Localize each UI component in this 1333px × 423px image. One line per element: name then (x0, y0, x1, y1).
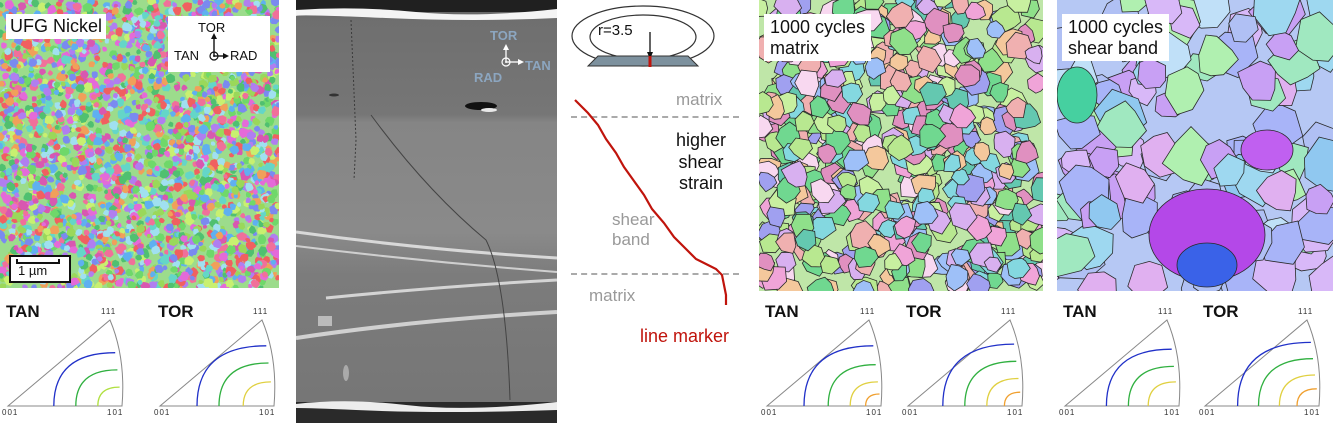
pole-figure-contour (1257, 358, 1314, 407)
axis-label-tan: TAN (174, 48, 200, 63)
pole-label-101: 101 (259, 408, 276, 417)
panel4-title-line2: shear band (1068, 37, 1159, 58)
pole-figure-title: TAN (1063, 302, 1097, 321)
pole-label-101: 101 (866, 408, 883, 417)
pole-figure-title: TAN (6, 302, 40, 321)
label-shear-band: shear band (612, 210, 655, 249)
pole-figure-contour (53, 352, 116, 407)
pole-label-001: 001 (902, 408, 919, 417)
pole-label-101: 101 (1164, 408, 1181, 417)
pole-label-101: 101 (1304, 408, 1321, 417)
sample-schematic-icon (571, 5, 715, 67)
radius-label: r=3.5 (598, 22, 633, 39)
pole-label-111: 111 (1001, 307, 1017, 316)
dashed-line-bottom (571, 273, 739, 275)
panel4-title-line1: 1000 cycles (1068, 17, 1164, 37)
scale-bar-label: 1 µm (18, 263, 48, 278)
inverse-pole-figure-triangle (765, 319, 883, 407)
pole-figure-contour (986, 377, 1019, 407)
pole-label-111: 111 (253, 307, 269, 316)
pole-figure: TOR 111 001 101 (1197, 298, 1332, 423)
label-higher-shear-strain: higher shear strain (675, 130, 727, 194)
axis-label-tor: TOR (198, 20, 226, 35)
panel1-axes-box: TOR TAN RAD (168, 16, 270, 72)
pole-figure-contour (218, 362, 269, 407)
inverse-pole-figure-triangle (158, 319, 276, 407)
inverse-pole-figure-triangle (6, 319, 124, 407)
sem-image (296, 0, 557, 423)
pole-figure-contour (97, 386, 120, 407)
pole-figure-contour (1278, 374, 1316, 407)
scale-bar-box (9, 255, 71, 283)
pole-figure-contour (1236, 341, 1311, 407)
pole-figure-contour (827, 364, 876, 407)
pole-label-001: 001 (154, 408, 171, 417)
pole-label-001: 001 (1059, 408, 1076, 417)
pole-label-111: 111 (1298, 307, 1314, 316)
pole-label-101: 101 (107, 408, 124, 417)
pole-figure-contour (1127, 365, 1174, 407)
pole-figure: TOR 111 001 101 (152, 298, 287, 423)
pole-figure-title: TOR (1203, 302, 1239, 321)
pole-label-111: 111 (101, 307, 117, 316)
pole-figure: TAN 111 001 101 (759, 298, 894, 423)
panel3-title: 1000 cycles matrix (764, 14, 872, 62)
pole-label-001: 001 (761, 408, 778, 417)
label-line-marker: line marker (640, 326, 730, 346)
pole-figure-contour (942, 343, 1015, 407)
pole-figure-contour (849, 381, 878, 407)
grain-map-medium (759, 0, 1043, 291)
pole-figure-contour (1296, 388, 1317, 407)
pole-figure-contour (964, 360, 1017, 407)
sem-axis-arrows-icon (501, 44, 524, 67)
pole-label-001: 001 (2, 408, 19, 417)
inverse-pole-figure-triangle (906, 319, 1024, 407)
axis-arrows-icon (209, 33, 229, 61)
pole-label-111: 111 (1158, 307, 1174, 316)
pole-label-111: 111 (860, 307, 876, 316)
sem-surface (296, 0, 557, 423)
pole-figure: TAN 111 001 101 (1057, 298, 1192, 423)
pole-figure-contour (803, 345, 874, 407)
panel4-title: 1000 cycles shear band (1062, 14, 1170, 62)
pole-label-101: 101 (1007, 408, 1024, 417)
inverse-pole-figure-triangle (1203, 319, 1321, 407)
axis-label-rad: RAD (230, 48, 258, 63)
dashed-line-top (571, 116, 739, 118)
pole-figure-contour (75, 369, 118, 407)
pole-figure: TOR 111 001 101 (900, 298, 1035, 423)
pole-label-001: 001 (1199, 408, 1216, 417)
panel3-title-line1: 1000 cycles (770, 17, 866, 37)
pole-figure: TAN 111 001 101 (0, 298, 135, 423)
label-matrix-top: matrix (676, 90, 723, 109)
pole-figure-contour (242, 381, 271, 407)
label-matrix-bottom: matrix (589, 286, 636, 305)
inverse-pole-figure-triangle (1063, 319, 1181, 407)
ebsd-map-1000-cycles-matrix (759, 0, 1043, 291)
sem-axis-tan: TAN (525, 58, 551, 73)
pole-figure-contour (864, 393, 880, 407)
pole-figure-title: TAN (765, 302, 799, 321)
pole-figure-contour (1147, 381, 1176, 407)
line-marker-profile (574, 99, 728, 305)
panel1-title: UFG Nickel (6, 14, 107, 39)
scale-bar (16, 259, 60, 264)
pole-figure-title: TOR (158, 302, 194, 321)
pole-figure-title: TOR (906, 302, 942, 321)
pole-figure-contour (1105, 348, 1172, 407)
sem-axis-tor: TOR (490, 28, 518, 43)
pole-figure-contour (1003, 391, 1021, 407)
pole-figure-contour (196, 345, 267, 407)
panel3-title-line2: matrix (770, 37, 819, 58)
sem-axis-rad: RAD (474, 70, 503, 85)
